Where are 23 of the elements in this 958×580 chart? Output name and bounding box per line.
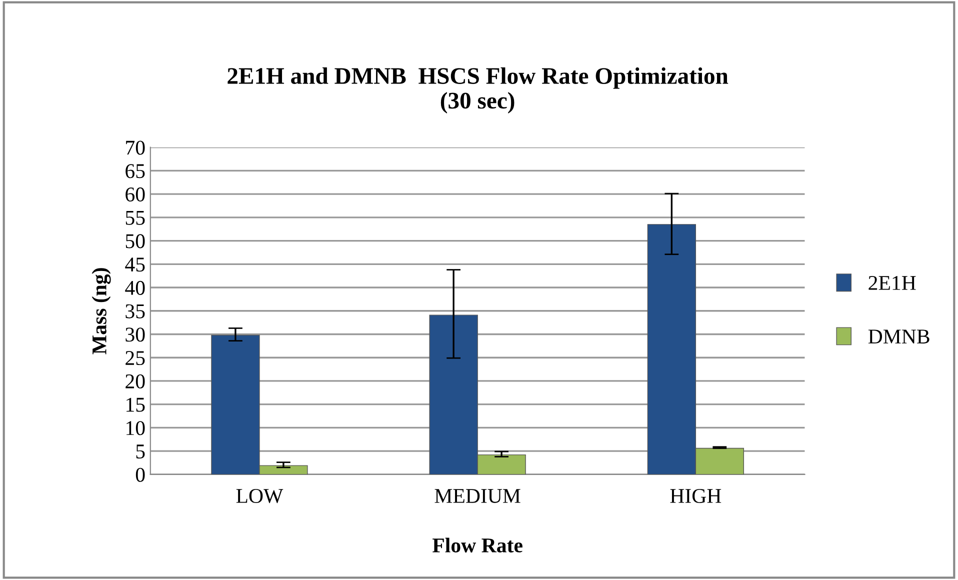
y-tick-label: 25: [126, 351, 145, 366]
x-axis-title: Flow Rate: [432, 538, 522, 552]
y-axis-title: Mass (ng): [92, 268, 111, 354]
x-tick-label: MEDIUM: [434, 489, 520, 503]
y-tick-label: 0: [136, 468, 145, 482]
y-tick-label: 35: [126, 304, 145, 318]
y-tick-label: 20: [126, 374, 145, 388]
chart-title: 2E1H and DMNB HSCS Flow Rate Optimization (30 sec): [228, 67, 728, 114]
y-tick-label: 5: [136, 444, 145, 459]
y-tick-label: 45: [125, 258, 145, 272]
legend-label: DMNB: [868, 330, 930, 344]
y-tick-label: 10: [126, 421, 145, 436]
y-tick-label: 70: [126, 140, 145, 155]
x-tick-label: HIGH: [670, 488, 722, 503]
y-tick-label: 40: [125, 280, 145, 295]
y-tick-label: 60: [126, 187, 145, 202]
y-tick-label: 50: [126, 234, 145, 248]
y-tick-label: 15: [126, 398, 145, 412]
y-tick-label: 55: [126, 211, 145, 225]
y-tick-label: 65: [126, 164, 145, 178]
y-tick-label: 30: [126, 328, 145, 342]
legend-label: 2E1H: [868, 276, 916, 290]
x-tick-label: LOW: [236, 488, 284, 504]
